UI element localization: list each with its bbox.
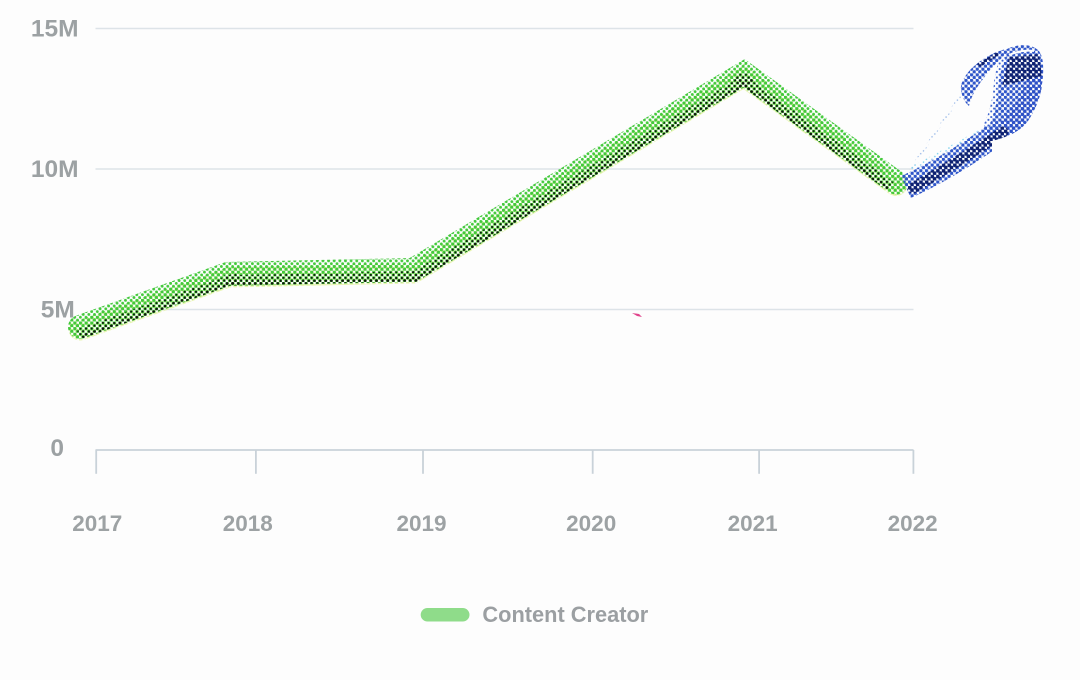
svg-text:2018: 2018 bbox=[223, 511, 273, 536]
svg-text:15M: 15M bbox=[31, 16, 79, 43]
svg-text:2020: 2020 bbox=[566, 511, 616, 536]
svg-text:10M: 10M bbox=[31, 156, 79, 183]
svg-text:5M: 5M bbox=[41, 296, 75, 323]
svg-text:2022: 2022 bbox=[888, 511, 938, 536]
svg-text:Content Creator: Content Creator bbox=[482, 602, 648, 627]
svg-text:2019: 2019 bbox=[396, 511, 446, 536]
svg-text:0: 0 bbox=[50, 435, 64, 462]
svg-text:2017: 2017 bbox=[72, 511, 122, 536]
svg-text:2021: 2021 bbox=[728, 511, 778, 536]
